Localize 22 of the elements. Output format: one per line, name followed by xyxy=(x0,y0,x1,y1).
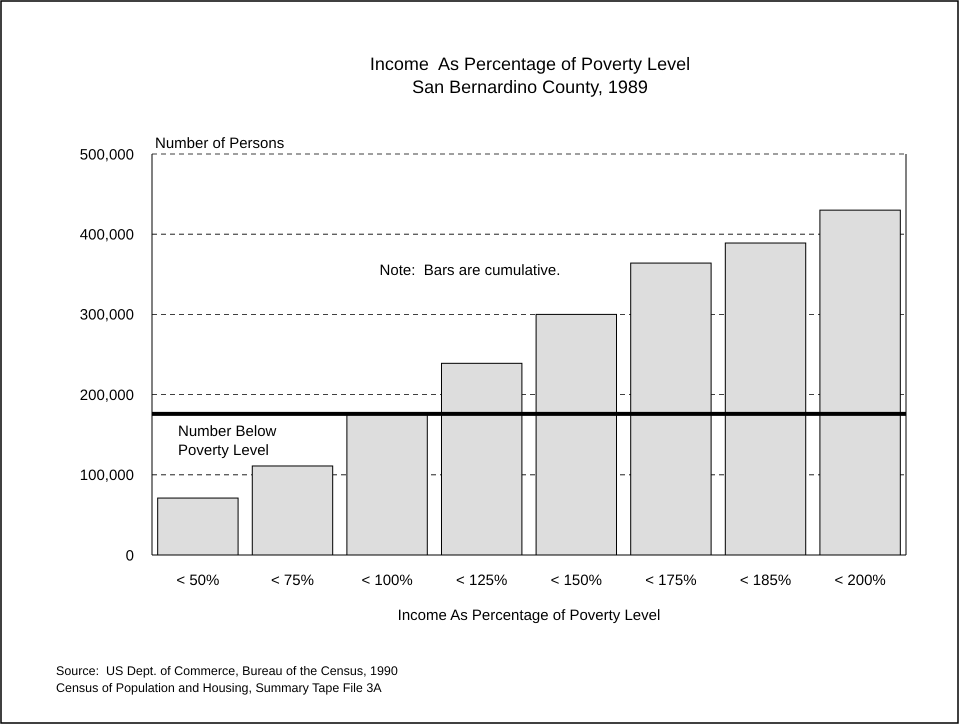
x-tick-label: < 150% xyxy=(550,572,602,589)
source-note: Source: US Dept. of Commerce, Bureau of the Census, 1990 xyxy=(56,664,398,678)
ref-line-label: Number Below Poverty Level xyxy=(178,422,277,459)
y-tick-label: 100,000 xyxy=(80,467,134,484)
x-tick-label: < 125% xyxy=(456,572,508,589)
x-tick-label: < 175% xyxy=(645,572,697,589)
y-tick-label: 500,000 xyxy=(80,146,134,164)
x-tick-label: < 50% xyxy=(176,572,220,589)
x-tick-label: < 75% xyxy=(271,572,314,589)
x-tick-label: < 185% xyxy=(740,572,792,589)
chart-title: Income As Percentage of Poverty Level xyxy=(370,54,690,74)
annotation: Note: Bars are cumulative. xyxy=(380,262,560,279)
y-tick-label: 200,000 xyxy=(80,386,134,404)
y-tick-label: 300,000 xyxy=(80,306,134,324)
y-axis-title: Number of Persons xyxy=(155,135,284,152)
x-axis-title: Income As Percentage of Poverty Level xyxy=(398,607,660,624)
y-tick-label: 400,000 xyxy=(80,226,134,244)
x-tick-label: < 200% xyxy=(834,572,886,589)
x-tick-label: < 100% xyxy=(361,572,413,589)
chart-subtitle: San Bernardino County, 1989 xyxy=(412,77,648,97)
y-tick-label: 0 xyxy=(126,547,134,564)
text: Census of Population and Housing, Summary Tape File 3A xyxy=(56,681,382,695)
